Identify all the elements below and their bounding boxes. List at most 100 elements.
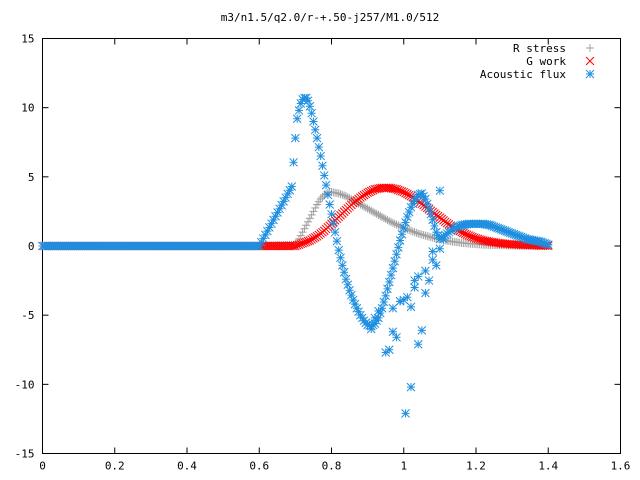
- data-point: [480, 236, 490, 246]
- data-point: [388, 263, 398, 273]
- legend-label: Acoustic flux: [480, 68, 566, 81]
- data-point: [390, 219, 399, 228]
- data-point: [312, 133, 322, 143]
- data-point: [302, 221, 311, 230]
- data-point: [291, 133, 300, 143]
- data-point: [406, 302, 416, 312]
- data-point: [385, 217, 394, 226]
- data-point: [327, 209, 336, 219]
- y-tick-label: 5: [28, 171, 35, 184]
- data-point: [316, 194, 325, 203]
- data-point: [319, 171, 329, 180]
- data-point: [287, 182, 297, 191]
- data-point: [397, 229, 407, 239]
- data-point: [330, 227, 340, 237]
- data-point: [310, 125, 320, 135]
- data-point: [366, 324, 376, 334]
- data-point: [365, 205, 374, 214]
- data-point: [311, 203, 320, 212]
- data-point: [417, 230, 426, 239]
- data-point: [428, 247, 438, 256]
- legend-marker: [585, 69, 595, 79]
- data-point: [294, 106, 304, 115]
- data-point: [379, 297, 389, 307]
- data-point: [372, 209, 381, 218]
- data-point: [289, 241, 298, 251]
- data-point: [428, 215, 438, 225]
- data-point: [413, 339, 423, 349]
- data-point: [336, 190, 345, 199]
- data-point: [486, 237, 495, 247]
- data-point: [484, 237, 493, 246]
- data-point: [338, 190, 347, 199]
- data-point: [370, 184, 380, 194]
- data-point: [328, 218, 338, 228]
- data-point: [430, 221, 439, 231]
- data-point: [361, 203, 370, 212]
- data-point: [408, 227, 417, 236]
- data-point: [399, 295, 409, 305]
- data-point: [305, 101, 315, 111]
- data-point: [421, 231, 430, 240]
- data-point: [388, 303, 398, 313]
- data-point: [413, 272, 423, 281]
- data-point: [421, 288, 430, 298]
- data-point: [396, 222, 405, 231]
- data-point: [393, 243, 403, 252]
- data-point: [426, 233, 435, 242]
- data-point: [412, 228, 421, 237]
- data-point: [384, 277, 394, 287]
- data-point: [383, 216, 392, 225]
- y-tick-label: -15: [15, 448, 35, 461]
- data-point: [424, 204, 434, 214]
- data-point: [298, 228, 307, 237]
- data-point: [336, 253, 345, 263]
- series-acoustic-flux: [38, 93, 553, 418]
- data-point: [316, 151, 326, 161]
- data-point: [543, 240, 553, 249]
- data-point: [401, 218, 410, 227]
- y-tick-label: -5: [21, 309, 34, 322]
- data-point: [388, 184, 398, 193]
- data-point: [426, 209, 436, 219]
- data-point: [339, 267, 349, 277]
- data-point: [421, 266, 430, 276]
- data-point: [428, 255, 438, 265]
- data-point: [303, 96, 313, 106]
- data-point: [478, 236, 488, 245]
- data-point: [477, 235, 486, 245]
- data-point: [392, 220, 401, 229]
- data-point: [341, 274, 351, 284]
- data-point: [354, 199, 363, 208]
- y-tick-label: 10: [21, 102, 34, 115]
- x-tick-label: 0.2: [105, 460, 125, 473]
- data-point: [289, 157, 298, 167]
- data-point: [392, 332, 401, 342]
- data-point: [384, 345, 394, 355]
- legend-marker: [586, 44, 594, 52]
- data-point: [439, 234, 448, 244]
- x-tick-label: 0.4: [177, 460, 197, 473]
- data-point: [376, 211, 385, 220]
- data-point: [416, 230, 425, 239]
- data-point: [435, 244, 445, 254]
- data-point: [419, 231, 428, 240]
- data-point: [383, 284, 392, 294]
- data-point: [386, 270, 396, 280]
- x-tick-label: 1: [400, 460, 407, 473]
- data-point: [343, 193, 352, 202]
- data-point: [392, 249, 401, 259]
- data-point: [406, 226, 415, 235]
- data-point: [343, 280, 353, 290]
- data-point: [487, 237, 497, 247]
- series-g-work: [38, 183, 553, 251]
- data-point: [307, 108, 316, 118]
- data-point: [334, 189, 343, 198]
- axis-ticks: 0 0.2 0.4 0.6 0.8 1 1.2 1.4 1.6 15 10 5 0 -5 -10 -15: [15, 33, 631, 473]
- data-point: [307, 210, 316, 219]
- data-point: [300, 224, 309, 233]
- data-point: [273, 208, 282, 217]
- data-point: [305, 214, 314, 223]
- y-tick-label: -10: [15, 378, 35, 391]
